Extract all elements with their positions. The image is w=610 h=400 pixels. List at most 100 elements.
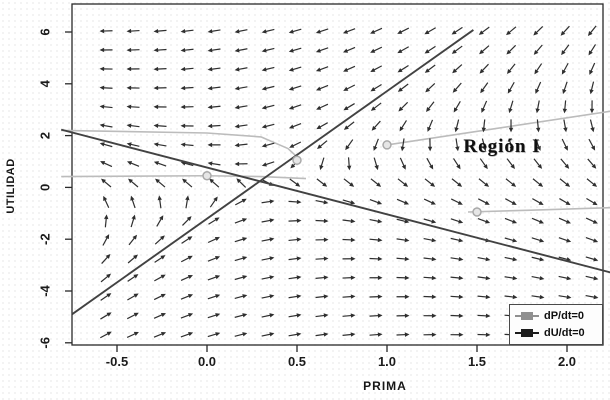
quiver-arrow <box>423 275 437 281</box>
quiver-arrow <box>396 256 410 262</box>
quiver-arrow <box>288 275 302 280</box>
quiver-arrow <box>561 44 570 56</box>
quiver-arrow <box>180 293 194 300</box>
quiver-arrow <box>180 332 194 338</box>
quiver-arrow <box>234 142 248 148</box>
quiver-arrow <box>346 157 352 171</box>
quiver-arrow <box>261 104 275 110</box>
quiver-arrow <box>504 294 518 300</box>
quiver-arrow <box>506 26 517 36</box>
quiver-arrow <box>477 275 491 281</box>
quiver-arrow <box>427 138 433 152</box>
quiver-arrow <box>396 218 410 224</box>
quiver-arrow <box>562 100 568 114</box>
quiver-arrow <box>315 294 329 299</box>
quiver-arrow <box>234 29 248 34</box>
quiver-arrow <box>532 198 544 206</box>
nullcline-dp-curve <box>61 129 302 161</box>
quiver-arrow <box>288 122 302 129</box>
quiver-arrow <box>207 275 221 281</box>
quiver-arrow <box>126 28 140 34</box>
quiver-arrow <box>450 198 463 205</box>
quiver-arrow <box>315 313 329 318</box>
quiver-arrow <box>180 142 194 147</box>
quiver-arrow <box>399 157 406 170</box>
quiver-arrow <box>155 178 166 188</box>
quiver-arrow <box>234 275 248 281</box>
quiver-arrow <box>423 294 437 300</box>
x-tick-label: -0.5 <box>106 354 128 369</box>
quiver-arrow <box>261 28 275 34</box>
quiver-arrow <box>288 237 302 242</box>
quiver-arrow <box>536 119 541 133</box>
quiver-arrow <box>455 138 460 152</box>
quiver-arrow <box>425 83 436 93</box>
quiver-arrow <box>261 218 275 223</box>
quiver-arrow <box>288 294 302 299</box>
quiver-arrow <box>561 138 568 151</box>
quiver-arrow <box>371 120 381 131</box>
quiver-arrow <box>288 313 302 318</box>
quiver-arrow <box>342 237 356 243</box>
quiver-arrow <box>182 178 193 188</box>
quiver-arrow <box>261 66 275 72</box>
quiver-arrow <box>153 312 166 319</box>
quiver-arrow <box>101 253 111 264</box>
quiver-arrow <box>208 217 220 225</box>
quiver-arrow <box>288 85 302 91</box>
nullcline-du-line <box>60 128 610 274</box>
quiver-arrow <box>343 84 356 91</box>
quiver-arrow <box>234 161 248 167</box>
quiver-arrow <box>558 237 572 243</box>
quiver-arrow <box>477 218 491 224</box>
quiver-arrow <box>316 178 328 187</box>
quiver-arrow <box>153 142 167 147</box>
quiver-arrow <box>454 119 460 133</box>
quiver-arrow <box>585 237 599 243</box>
quiver-arrow <box>289 141 302 148</box>
quiver-arrow <box>128 178 139 188</box>
quiver-arrow <box>261 256 275 261</box>
quiver-arrow <box>451 178 463 187</box>
quiver-arrow <box>427 119 434 132</box>
quiver-arrow <box>126 85 140 91</box>
quiver-arrow <box>477 294 491 300</box>
quiver-arrow <box>126 66 140 72</box>
quiver-arrow <box>453 100 461 113</box>
quiver-arrow <box>153 66 167 72</box>
quiver-arrow <box>234 332 248 337</box>
quiver-arrow <box>559 178 571 187</box>
quiver-arrow <box>533 158 543 169</box>
quiver-arrow <box>369 237 383 243</box>
y-tick-label: 6 <box>37 28 52 35</box>
quiver-arrow <box>126 123 140 128</box>
quiver-arrow <box>156 215 164 227</box>
quiver-arrow <box>423 332 437 337</box>
quiver-arrow <box>180 274 193 281</box>
y-tick-label: -6 <box>37 337 52 349</box>
quiver-arrow <box>180 85 194 91</box>
quiver-arrow <box>531 237 545 243</box>
quiver-arrow <box>532 178 544 187</box>
region-annotation: Región I <box>463 136 541 157</box>
quiver-arrow <box>342 218 356 224</box>
x-tick-label: 0.0 <box>198 354 216 369</box>
quiver-arrow <box>397 46 409 54</box>
quiver-arrow <box>477 332 491 337</box>
quiver-arrow <box>559 198 571 206</box>
quiver-arrow <box>586 178 598 187</box>
quiver-arrow <box>397 178 409 187</box>
quiver-arrow <box>400 138 405 152</box>
quiver-arrow <box>315 66 329 72</box>
quiver-arrow <box>561 62 569 75</box>
quiver-arrow <box>369 294 383 299</box>
quiver-arrow <box>396 332 410 337</box>
legend-label-dpdt: dP/dt=0 <box>544 310 585 322</box>
quiver-arrow <box>261 47 275 53</box>
quiver-arrow <box>207 67 221 72</box>
x-axis-label: PRIMA <box>363 379 407 393</box>
quiver-arrow <box>315 237 329 242</box>
quiver-arrow <box>534 138 541 151</box>
quiver-arrow <box>234 313 248 318</box>
